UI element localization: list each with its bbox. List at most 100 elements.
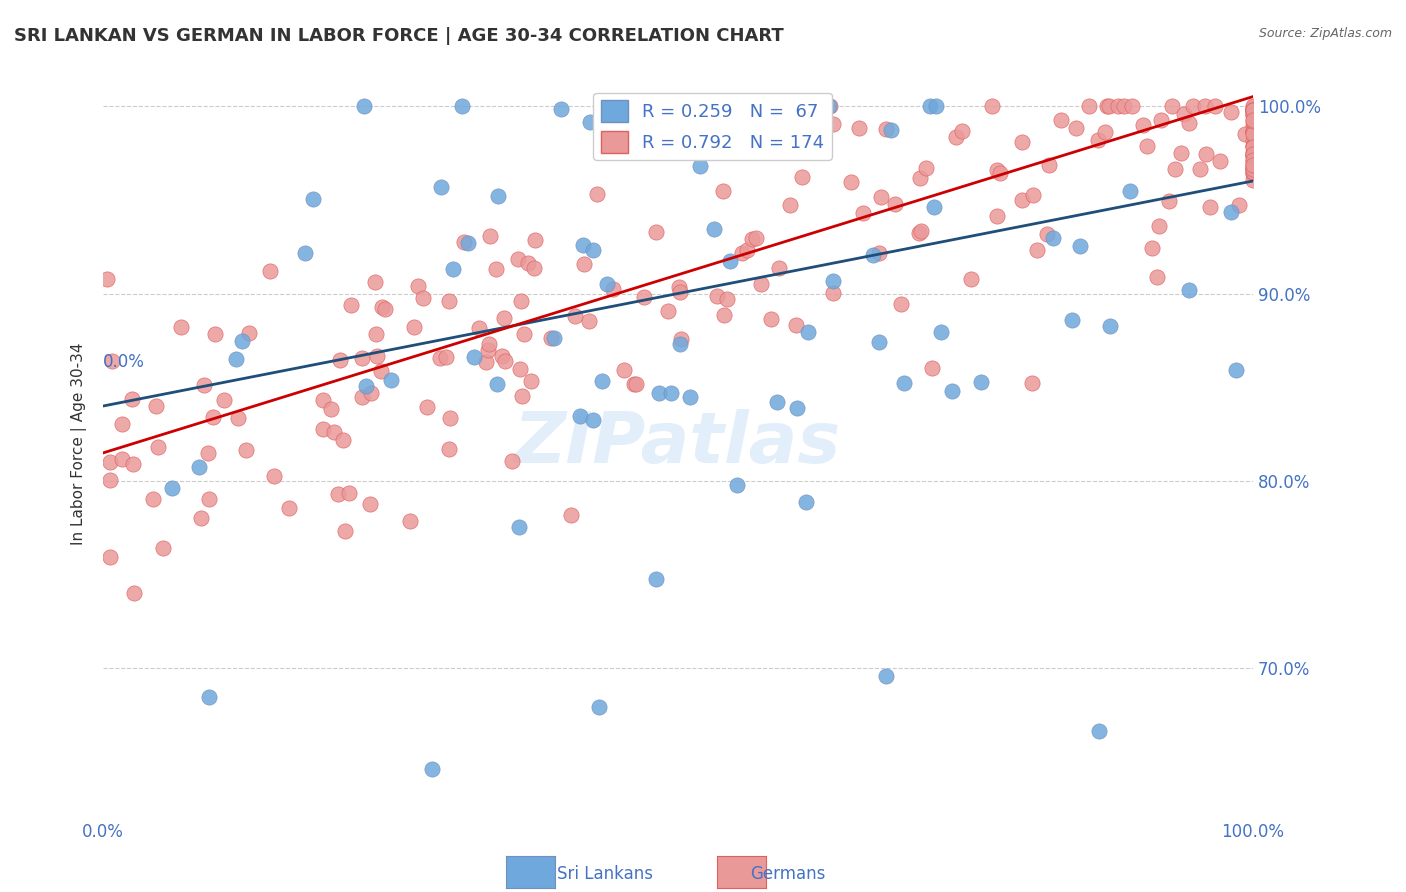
- Point: [1233, 127, 1256, 141]
- Point: [668, 280, 690, 294]
- Point: [578, 114, 600, 128]
- Point: [329, 353, 352, 368]
- Text: Germans: Germans: [749, 865, 825, 883]
- Point: [1241, 113, 1264, 128]
- Point: [412, 291, 434, 305]
- Point: [1161, 99, 1184, 113]
- Point: [1241, 159, 1264, 173]
- Point: [950, 124, 973, 138]
- Point: [152, 541, 174, 556]
- Point: [1241, 108, 1264, 122]
- Point: [586, 187, 609, 202]
- Point: [453, 235, 475, 249]
- Point: [908, 226, 931, 240]
- Point: [633, 290, 655, 304]
- Point: [340, 298, 363, 312]
- Point: [786, 401, 808, 415]
- Point: [160, 481, 183, 495]
- Point: [931, 325, 953, 339]
- Point: [259, 263, 281, 277]
- Point: [817, 99, 839, 113]
- Point: [571, 238, 593, 252]
- Point: [1150, 112, 1173, 127]
- Point: [96, 272, 118, 286]
- Point: [582, 413, 605, 427]
- Point: [516, 256, 538, 270]
- Point: [810, 128, 832, 142]
- Point: [868, 334, 890, 349]
- Point: [332, 433, 354, 447]
- Point: [512, 327, 534, 342]
- Point: [321, 401, 343, 416]
- Point: [142, 491, 165, 506]
- Point: [1147, 219, 1170, 234]
- Point: [759, 312, 782, 326]
- Point: [1241, 103, 1264, 118]
- Point: [669, 337, 692, 351]
- Point: [1219, 104, 1241, 119]
- Point: [970, 376, 993, 390]
- Point: [193, 378, 215, 392]
- Point: [197, 446, 219, 460]
- Point: [235, 443, 257, 458]
- Point: [322, 425, 344, 439]
- Point: [778, 108, 800, 122]
- Point: [564, 310, 586, 324]
- Point: [198, 690, 221, 705]
- Point: [821, 274, 844, 288]
- Point: [312, 422, 335, 436]
- Point: [1178, 116, 1201, 130]
- Point: [1038, 158, 1060, 172]
- Point: [474, 355, 496, 369]
- Point: [364, 275, 387, 289]
- Point: [122, 586, 145, 600]
- Point: [1241, 172, 1264, 186]
- Point: [190, 511, 212, 525]
- Point: [1060, 312, 1083, 326]
- Point: [478, 228, 501, 243]
- Point: [1177, 283, 1199, 297]
- Point: [231, 334, 253, 349]
- Point: [101, 353, 124, 368]
- Point: [868, 246, 890, 260]
- Point: [645, 225, 668, 239]
- Point: [1241, 99, 1264, 113]
- Point: [1229, 197, 1251, 211]
- Point: [366, 349, 388, 363]
- Point: [669, 285, 692, 300]
- Point: [226, 410, 249, 425]
- Point: [1132, 118, 1154, 132]
- Point: [509, 362, 531, 376]
- Point: [986, 209, 1008, 223]
- Point: [883, 197, 905, 211]
- Point: [839, 175, 862, 189]
- Point: [1241, 165, 1264, 179]
- Point: [718, 253, 741, 268]
- Text: Source: ZipAtlas.com: Source: ZipAtlas.com: [1258, 27, 1392, 40]
- Point: [713, 308, 735, 322]
- Point: [627, 124, 650, 138]
- Point: [713, 184, 735, 198]
- Point: [1241, 125, 1264, 139]
- Point: [1241, 103, 1264, 118]
- Point: [1241, 103, 1264, 117]
- Point: [1112, 99, 1135, 113]
- Point: [893, 376, 915, 390]
- Point: [1241, 145, 1264, 159]
- Point: [582, 243, 605, 257]
- Point: [352, 390, 374, 404]
- Legend: R = 0.259   N =  67, R = 0.792   N = 174: R = 0.259 N = 67, R = 0.792 N = 174: [593, 93, 831, 160]
- Point: [602, 282, 624, 296]
- Point: [477, 343, 499, 358]
- Point: [596, 277, 619, 291]
- Point: [352, 351, 374, 366]
- Point: [523, 233, 546, 247]
- Point: [1241, 134, 1264, 148]
- Point: [1011, 194, 1033, 208]
- Point: [214, 393, 236, 408]
- Point: [1241, 161, 1264, 176]
- Point: [439, 411, 461, 425]
- Point: [818, 99, 841, 113]
- Point: [1107, 99, 1129, 113]
- Point: [370, 364, 392, 378]
